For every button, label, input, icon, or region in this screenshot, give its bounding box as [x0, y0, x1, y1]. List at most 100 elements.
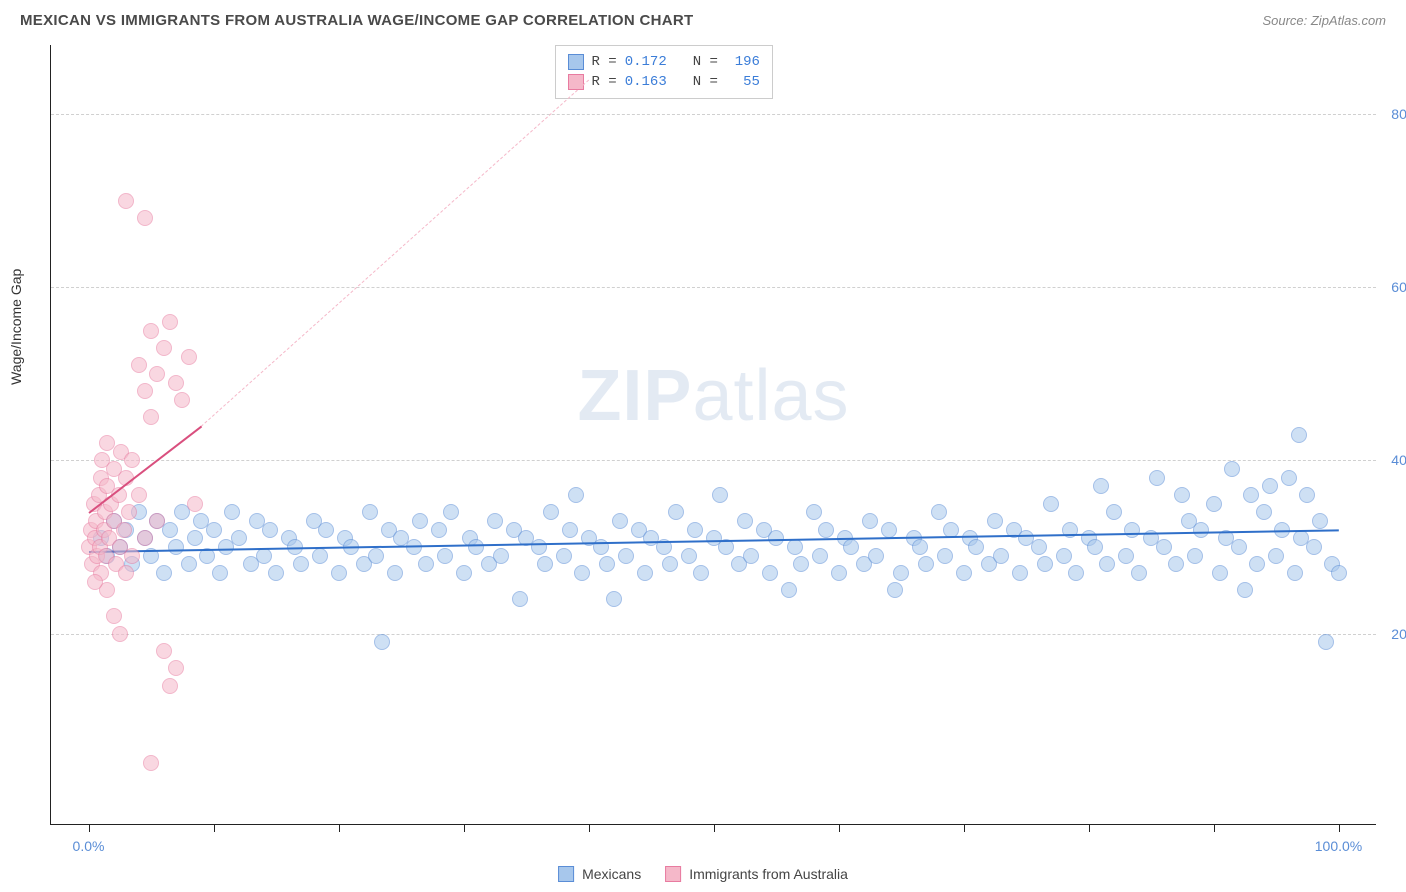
- x-tick: [714, 824, 715, 832]
- data-point-mexicans: [918, 556, 934, 572]
- data-point-australia: [149, 513, 165, 529]
- r-label: R =: [592, 74, 617, 90]
- data-point-mexicans: [806, 504, 822, 520]
- x-tick: [339, 824, 340, 832]
- data-point-mexicans: [781, 582, 797, 598]
- data-point-mexicans: [224, 504, 240, 520]
- data-point-mexicans: [1331, 565, 1347, 581]
- data-point-mexicans: [1118, 548, 1134, 564]
- data-point-australia: [149, 366, 165, 382]
- gridline: [51, 634, 1376, 635]
- legend-label: Immigrants from Australia: [689, 866, 848, 882]
- y-axis-label: Wage/Income Gap: [8, 268, 24, 384]
- gridline: [51, 114, 1376, 115]
- source-attribution: Source: ZipAtlas.com: [1262, 13, 1386, 28]
- data-point-australia: [121, 504, 137, 520]
- data-point-mexicans: [793, 556, 809, 572]
- data-point-mexicans: [368, 548, 384, 564]
- scatter-chart: Wage/Income Gap ZIPatlas R =0.172N =196R…: [50, 45, 1376, 825]
- data-point-australia: [137, 530, 153, 546]
- data-point-mexicans: [612, 513, 628, 529]
- n-label: N =: [693, 54, 718, 70]
- data-point-mexicans: [256, 548, 272, 564]
- data-point-australia: [106, 608, 122, 624]
- data-point-mexicans: [1168, 556, 1184, 572]
- data-point-mexicans: [556, 548, 572, 564]
- data-point-mexicans: [487, 513, 503, 529]
- r-value: 0.172: [625, 54, 667, 70]
- data-point-mexicans: [268, 565, 284, 581]
- series-swatch: [568, 74, 584, 90]
- data-point-mexicans: [956, 565, 972, 581]
- legend-label: Mexicans: [582, 866, 641, 882]
- data-point-mexicans: [562, 522, 578, 538]
- data-point-mexicans: [681, 548, 697, 564]
- data-point-mexicans: [693, 565, 709, 581]
- data-point-mexicans: [1187, 548, 1203, 564]
- data-point-mexicans: [1106, 504, 1122, 520]
- y-tick-label: 40.0%: [1391, 452, 1406, 468]
- y-tick-label: 80.0%: [1391, 106, 1406, 122]
- data-point-australia: [124, 452, 140, 468]
- y-tick-label: 20.0%: [1391, 626, 1406, 642]
- data-point-mexicans: [931, 504, 947, 520]
- data-point-mexicans: [937, 548, 953, 564]
- x-tick: [89, 824, 90, 832]
- data-point-australia: [181, 349, 197, 365]
- x-tick: [1089, 824, 1090, 832]
- data-point-mexicans: [168, 539, 184, 555]
- data-point-mexicans: [456, 565, 472, 581]
- x-tick-label: 0.0%: [73, 838, 105, 854]
- data-point-mexicans: [468, 539, 484, 555]
- data-point-australia: [143, 323, 159, 339]
- data-point-mexicans: [887, 582, 903, 598]
- data-point-australia: [118, 565, 134, 581]
- data-point-mexicans: [181, 556, 197, 572]
- data-point-australia: [143, 755, 159, 771]
- data-point-mexicans: [1256, 504, 1272, 520]
- data-point-mexicans: [737, 513, 753, 529]
- data-point-mexicans: [1149, 470, 1165, 486]
- legend-swatch: [558, 866, 574, 882]
- data-point-mexicans: [762, 565, 778, 581]
- r-value: 0.163: [625, 74, 667, 90]
- data-point-mexicans: [537, 556, 553, 572]
- legend-swatch: [665, 866, 681, 882]
- data-point-mexicans: [1131, 565, 1147, 581]
- data-point-mexicans: [599, 556, 615, 572]
- data-point-mexicans: [374, 634, 390, 650]
- data-point-australia: [124, 548, 140, 564]
- data-point-mexicans: [212, 565, 228, 581]
- data-point-mexicans: [743, 548, 759, 564]
- data-point-mexicans: [687, 522, 703, 538]
- data-point-mexicans: [418, 556, 434, 572]
- data-point-mexicans: [1156, 539, 1172, 555]
- correlation-row: R =0.172N =196: [568, 52, 760, 72]
- data-point-australia: [187, 496, 203, 512]
- data-point-australia: [118, 193, 134, 209]
- n-value: 196: [726, 54, 760, 70]
- data-point-mexicans: [1174, 487, 1190, 503]
- correlation-box: R =0.172N =196R =0.163N =55: [555, 45, 773, 99]
- data-point-mexicans: [712, 487, 728, 503]
- x-tick: [964, 824, 965, 832]
- data-point-mexicans: [843, 539, 859, 555]
- data-point-mexicans: [437, 548, 453, 564]
- data-point-australia: [162, 314, 178, 330]
- watermark-atlas: atlas: [692, 356, 849, 436]
- data-point-mexicans: [1262, 478, 1278, 494]
- data-point-mexicans: [1237, 582, 1253, 598]
- data-point-australia: [168, 660, 184, 676]
- data-point-mexicans: [618, 548, 634, 564]
- x-tick: [589, 824, 590, 832]
- x-tick-label: 100.0%: [1315, 838, 1362, 854]
- data-point-mexicans: [606, 591, 622, 607]
- data-point-mexicans: [1212, 565, 1228, 581]
- data-point-mexicans: [156, 565, 172, 581]
- data-point-mexicans: [1306, 539, 1322, 555]
- legend: Mexicans Immigrants from Australia: [558, 866, 848, 882]
- x-tick: [1339, 824, 1340, 832]
- data-point-mexicans: [262, 522, 278, 538]
- data-point-mexicans: [1299, 487, 1315, 503]
- data-point-mexicans: [831, 565, 847, 581]
